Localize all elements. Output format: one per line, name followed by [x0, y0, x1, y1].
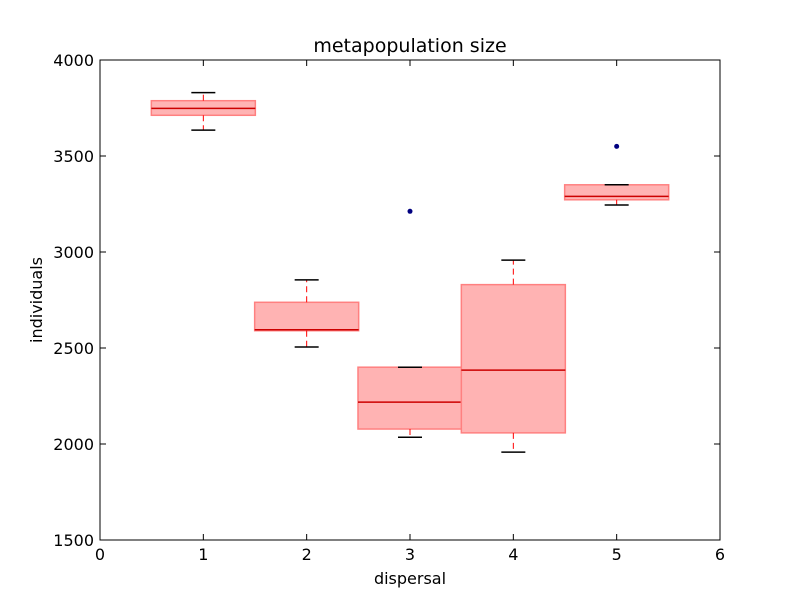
axis-ticks: 0 1 2 3 4 5 6 1500 2000 2500 3000 3500 4000 — [53, 51, 725, 564]
y-tick-label: 2000 — [53, 435, 94, 454]
y-tick-label: 2500 — [53, 339, 94, 358]
outlier-5-1 — [614, 143, 620, 149]
y-tick-label: 1500 — [53, 531, 94, 550]
box-2 — [253, 301, 360, 332]
x-tick-label: 1 — [198, 545, 208, 564]
y-tick-label: 4000 — [53, 51, 94, 70]
box-3 — [357, 366, 463, 430]
x-tick-label: 2 — [302, 545, 312, 564]
box-5 — [563, 184, 670, 201]
outlier-3-1 — [407, 208, 413, 214]
plot-frame — [99, 59, 721, 541]
chart-title: metapopulation size — [313, 35, 506, 57]
x-tick-label: 3 — [405, 545, 415, 564]
x-axis-label: dispersal — [374, 569, 446, 588]
y-axis-label: individuals — [27, 257, 46, 343]
y-tick-label: 3500 — [53, 147, 94, 166]
box-4 — [460, 283, 567, 434]
y-tick-label: 3000 — [53, 243, 94, 262]
x-tick-label: 0 — [95, 545, 105, 564]
x-tick-label: 5 — [612, 545, 622, 564]
x-tick-label: 6 — [715, 545, 725, 564]
plot-area — [150, 91, 670, 453]
x-tick-label: 4 — [508, 545, 518, 564]
